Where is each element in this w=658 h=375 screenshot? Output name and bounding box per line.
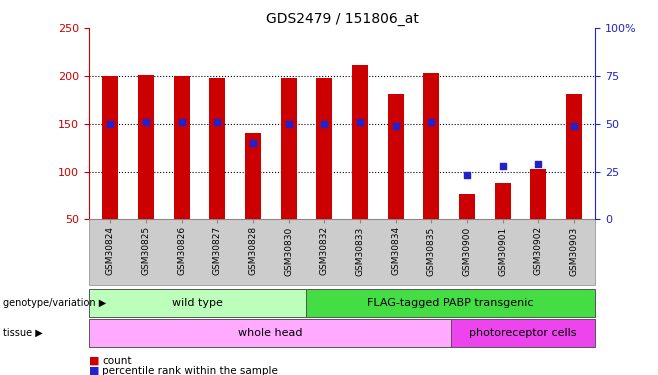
Point: [390, 123, 401, 129]
Point: [462, 172, 472, 178]
Text: FLAG-tagged PABP transgenic: FLAG-tagged PABP transgenic: [367, 298, 534, 308]
Text: photoreceptor cells: photoreceptor cells: [469, 328, 577, 338]
Bar: [352, 65, 368, 219]
Text: ■: ■: [89, 356, 99, 366]
Bar: [316, 78, 332, 219]
Title: GDS2479 / 151806_at: GDS2479 / 151806_at: [266, 12, 418, 26]
Bar: [495, 183, 511, 219]
Point: [284, 121, 294, 127]
Bar: [174, 76, 190, 219]
Text: tissue ▶: tissue ▶: [3, 328, 43, 338]
Point: [497, 163, 508, 169]
Bar: [423, 73, 440, 219]
Text: percentile rank within the sample: percentile rank within the sample: [102, 366, 278, 375]
Bar: [280, 78, 297, 219]
Point: [426, 119, 437, 125]
Bar: [388, 94, 404, 219]
Point: [247, 140, 258, 146]
Point: [569, 123, 579, 129]
Point: [141, 119, 151, 125]
Text: genotype/variation ▶: genotype/variation ▶: [3, 298, 107, 308]
Bar: [209, 78, 225, 219]
Point: [176, 119, 187, 125]
Bar: [530, 169, 546, 219]
Text: count: count: [102, 356, 132, 366]
Point: [105, 121, 116, 127]
Point: [212, 119, 222, 125]
Bar: [245, 134, 261, 219]
Point: [355, 119, 365, 125]
Point: [533, 161, 544, 167]
Text: whole head: whole head: [238, 328, 302, 338]
Point: [319, 121, 330, 127]
Bar: [102, 76, 118, 219]
Bar: [138, 75, 154, 219]
Text: ■: ■: [89, 366, 99, 375]
Bar: [566, 94, 582, 219]
Bar: [459, 194, 475, 219]
Text: wild type: wild type: [172, 298, 223, 308]
